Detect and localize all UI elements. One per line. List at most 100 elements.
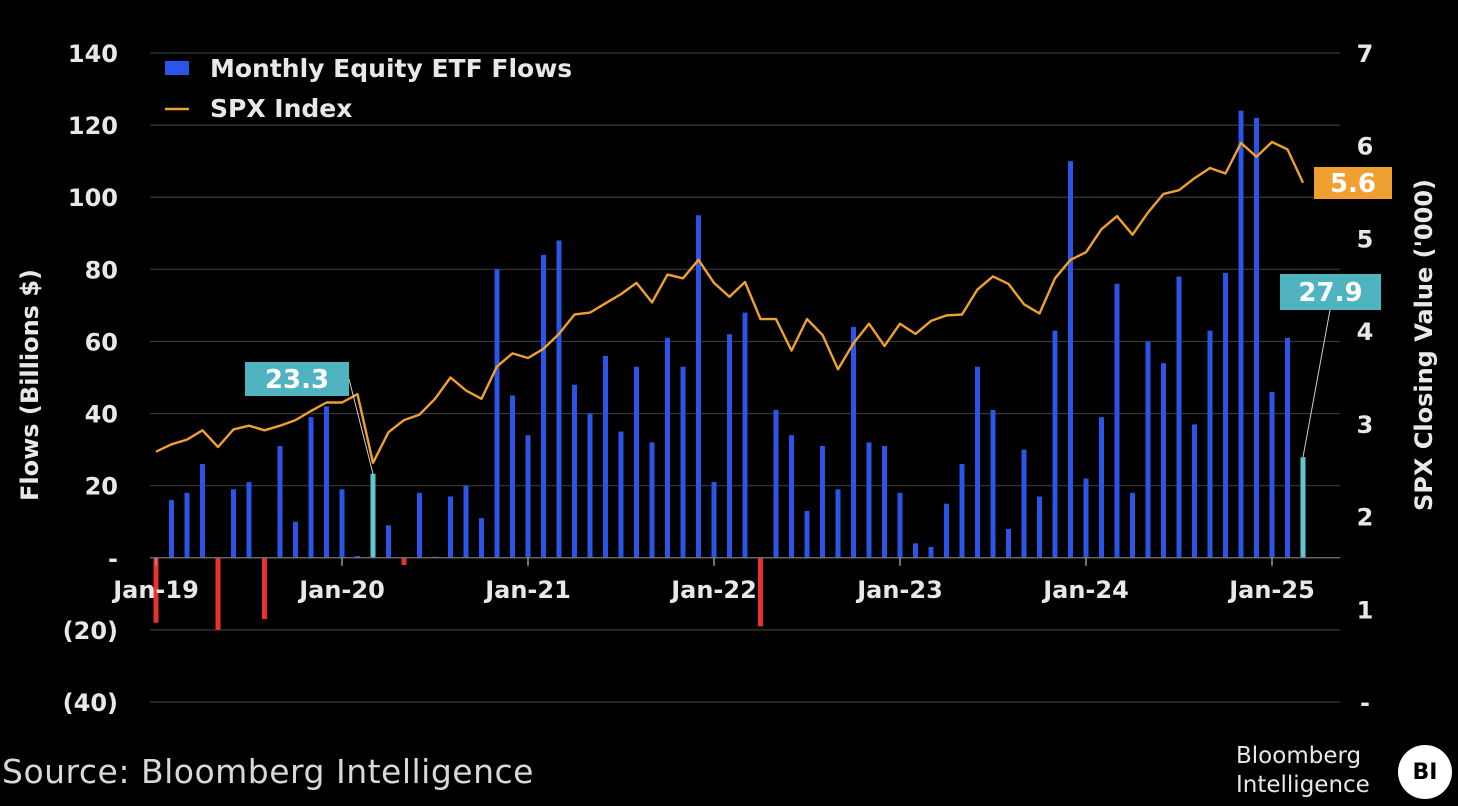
flow-bar <box>882 446 887 558</box>
flow-bar <box>1021 449 1027 558</box>
brand-line1: Bloomberg <box>1236 743 1362 769</box>
flow-bar <box>1130 492 1135 558</box>
flow-bar <box>1099 417 1104 558</box>
flow-bar <box>1238 110 1244 558</box>
callout-label-5-6: 5.6 <box>1330 169 1376 199</box>
source-note: Source: Bloomberg Intelligence <box>2 752 534 791</box>
flow-bar <box>804 510 810 558</box>
flow-bar <box>355 555 360 558</box>
flow-bar <box>990 409 996 558</box>
x-axis-ticks: Jan-19 Jan-20 Jan-21 Jan-22 Jan-23 Jan-24 Jan-… <box>111 557 1315 604</box>
flow-bar <box>696 215 701 558</box>
flow-bar <box>835 489 841 558</box>
callout-box-27-9 <box>1280 274 1381 310</box>
legend-label-spx: SPX Index <box>210 94 352 123</box>
flow-bar <box>866 442 872 558</box>
spx-line-path <box>155 140 1305 464</box>
left-tick-label: (20) <box>63 617 118 645</box>
left-tick-label: 20 <box>85 473 118 501</box>
brand-logo-text: Bloomberg Intelligence <box>1236 742 1386 800</box>
x-tick-label: Jan-25 <box>1227 576 1315 604</box>
flow-bar <box>587 413 593 558</box>
right-tick-label: - <box>1360 689 1370 717</box>
flow-bar <box>479 518 484 558</box>
right-tick-label: 4 <box>1357 318 1374 346</box>
flow-bar <box>603 355 608 558</box>
right-tick-label: 7 <box>1357 40 1374 68</box>
left-tick-label: (40) <box>63 689 118 717</box>
flow-bar <box>541 254 546 558</box>
right-tick-label: 1 <box>1357 596 1374 624</box>
flow-bar <box>556 240 562 558</box>
flow-bar <box>386 525 391 558</box>
flow-bar <box>1269 391 1275 558</box>
flow-bar <box>959 464 965 558</box>
flow-bar <box>1176 276 1182 558</box>
flow-bar <box>184 492 190 558</box>
x-tick-label: Jan-24 <box>1041 576 1129 604</box>
left-tick-label: 40 <box>85 401 118 429</box>
right-axis-title: SPX Closing Value ('000) <box>1410 179 1438 511</box>
flow-bar <box>634 366 639 558</box>
flow-bar <box>153 557 159 623</box>
flow-bar <box>1223 272 1228 558</box>
callout-leader-23-3 <box>348 378 374 474</box>
legend-label-flows: Monthly Equity ETF Flows <box>210 54 572 83</box>
right-axis-ticks: 7 6 5 4 3 2 1 - <box>1357 40 1374 717</box>
flow-bar <box>293 521 298 558</box>
flow-bar <box>417 492 422 558</box>
x-tick-label: Jan-22 <box>669 576 757 604</box>
flow-bar <box>1207 330 1213 558</box>
callout-label-27-9: 27.9 <box>1298 278 1362 308</box>
flow-bar <box>448 496 453 558</box>
flow-bar <box>370 473 376 558</box>
flow-bar <box>262 557 267 620</box>
right-tick-label: 3 <box>1357 411 1374 439</box>
flow-bar <box>897 492 903 558</box>
flow-bar <box>1068 161 1073 558</box>
right-tick-label: 6 <box>1357 133 1374 161</box>
flow-bar <box>820 446 825 558</box>
left-tick-label: 140 <box>68 40 118 68</box>
flow-bar <box>1145 341 1151 558</box>
flow-bar <box>401 557 407 565</box>
flow-bar <box>215 557 221 630</box>
flow-bar <box>944 503 949 558</box>
flow-bar <box>200 464 205 558</box>
flow-bar <box>169 500 174 558</box>
flow-bar <box>308 417 314 558</box>
flow-bar <box>1192 424 1197 558</box>
left-tick-label: 60 <box>85 328 118 356</box>
flow-bar <box>1285 337 1290 558</box>
flow-bar <box>851 327 856 558</box>
x-tick-label: Jan-20 <box>297 576 385 604</box>
x-tick-label: Jan-23 <box>855 576 943 604</box>
left-axis-title: Flows (Billions $) <box>16 269 44 501</box>
left-tick-label: 100 <box>68 184 118 212</box>
flow-bar <box>928 546 934 558</box>
legend-bar-swatch <box>165 61 189 75</box>
flow-bar <box>1161 363 1166 558</box>
flow-bar <box>1083 478 1089 558</box>
left-tick-label: 80 <box>85 256 118 284</box>
flow-bar <box>463 485 469 558</box>
flow-bar <box>339 489 345 558</box>
flow-bar <box>324 406 329 558</box>
flow-bar <box>789 435 794 558</box>
flow-bar <box>758 557 763 627</box>
spx-line <box>155 140 1305 464</box>
callout-leader-27-9 <box>1302 309 1331 458</box>
flow-bar <box>1052 330 1058 558</box>
flow-bar <box>773 409 779 558</box>
legend: Monthly Equity ETF Flows SPX Index <box>165 54 572 123</box>
callout-box-5-6 <box>1314 167 1392 199</box>
x-tick-label: Jan-19 <box>111 576 199 604</box>
flow-bar <box>572 384 577 558</box>
flow-bar <box>510 395 515 558</box>
flow-bar <box>246 482 252 558</box>
flow-bar <box>1114 283 1120 558</box>
flow-bar <box>727 334 732 558</box>
flow-bar <box>1006 528 1011 558</box>
left-axis-ticks: 140 120 100 80 60 40 20 - (20) (40) <box>63 40 118 717</box>
